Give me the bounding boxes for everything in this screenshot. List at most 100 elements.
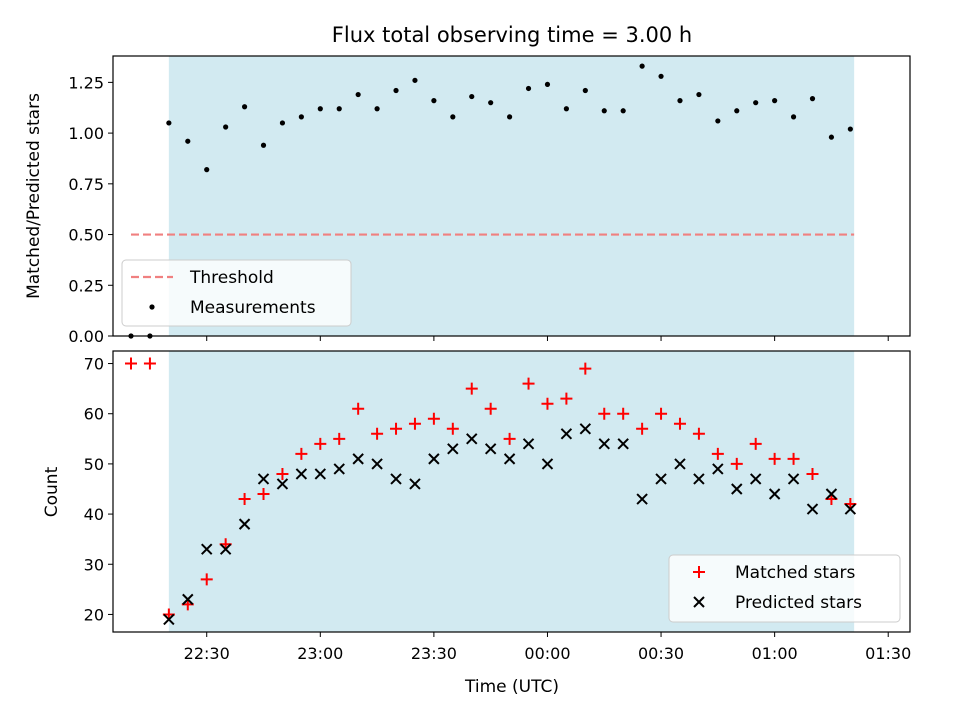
predicted-star-point: [693, 473, 705, 485]
matched-star-point: [446, 422, 459, 435]
top-y-tick-label: 1.25: [68, 73, 104, 92]
matched-star-point: [579, 362, 592, 375]
predicted-star-point: [390, 473, 402, 485]
bottom-y-tick-label: 20: [84, 605, 104, 624]
matched-star-point: [636, 422, 649, 435]
predicted-star-point: [333, 463, 345, 475]
legend-measurements-swatch: [149, 304, 155, 310]
bottom-x-tick-label: 22:30: [184, 644, 230, 663]
bottom-y-tick-label: 70: [84, 355, 104, 374]
matched-star-point: [276, 467, 289, 480]
predicted-star-point: [409, 478, 421, 490]
top-y-tick-label: 0.25: [68, 276, 104, 295]
top-legend: Threshold Measurements: [121, 259, 352, 327]
matched-star-point: [390, 422, 403, 435]
matched-star-point: [541, 397, 554, 410]
matched-star-point: [408, 417, 421, 430]
legend-predicted-swatch: [693, 596, 705, 608]
matched-star-point: [749, 437, 762, 450]
bottom-y-tick-label: 40: [84, 505, 104, 524]
measurement-point: [374, 106, 380, 112]
predicted-star-point: [466, 433, 478, 445]
bottom-x-tick-label: 01:30: [865, 644, 911, 663]
predicted-star-point: [617, 438, 629, 450]
matched-star-point: [673, 417, 686, 430]
top-x-ticks: [206, 336, 889, 341]
bottom-y-ticks: 20 30 40 50 60 70: [84, 355, 113, 624]
matched-star-point: [484, 402, 497, 415]
measurement-point: [790, 114, 797, 120]
measurement-point: [715, 118, 721, 124]
matched-star-point: [314, 437, 327, 450]
matched-star-point: [465, 382, 478, 395]
measurement-point: [298, 114, 304, 120]
bottom-x-tick-label: 00:30: [638, 644, 684, 663]
bottom-y-tick-label: 60: [84, 405, 104, 424]
predicted-star-point: [314, 468, 327, 480]
matched-star-point: [806, 467, 819, 480]
matched-star-point: [503, 432, 516, 445]
measurement-point: [696, 91, 702, 98]
predicted-star-point: [655, 473, 667, 485]
predicted-star-point: [238, 518, 251, 530]
measurement-point: [601, 108, 607, 114]
measurement-point: [544, 81, 551, 88]
bottom-x-ticks: 22:30 23:00 23:30 00:00 00:30 01:00 01:30: [184, 632, 911, 663]
matched-star-point: [371, 427, 384, 440]
matched-star-point: [333, 432, 346, 445]
predicted-star-point: [806, 503, 819, 515]
predicted-star-point: [731, 483, 743, 495]
top-axes-frame: [112, 55, 911, 337]
predicted-star-point: [503, 453, 516, 465]
measurement-point: [828, 134, 835, 140]
legend-matched-label: Matched stars: [735, 563, 855, 583]
predicted-star-point: [579, 423, 592, 435]
measurement-point: [166, 120, 172, 126]
top-y-tick-label: 1.00: [68, 124, 104, 143]
measurement-point: [450, 114, 456, 120]
measurement-point: [412, 77, 418, 83]
legend-matched-swatch: [693, 566, 705, 578]
predicted-star-point: [844, 503, 857, 515]
predicted-star-point: [447, 443, 459, 455]
measurement-point: [185, 138, 191, 144]
bottom-axes-frame: [112, 350, 911, 633]
matched-star-point: [125, 357, 137, 370]
legend-measurements-label: Measurements: [190, 298, 316, 318]
predicted-star-point: [352, 453, 364, 465]
matched-star-point: [200, 573, 213, 586]
matched-star-point: [655, 407, 668, 420]
measurement-point: [658, 73, 664, 79]
predicted-star-point: [541, 458, 554, 470]
predicted-star-point: [219, 543, 232, 555]
x-axis-label: Time (UTC): [464, 677, 559, 697]
top-y-tick-label: 0.00: [68, 327, 104, 346]
measurement-point: [582, 87, 588, 94]
matched-star-point: [257, 488, 270, 501]
matched-stars-points: [125, 357, 857, 621]
predicted-star-point: [201, 543, 213, 555]
legend-predicted-label: Predicted stars: [735, 593, 862, 613]
measurement-point: [241, 104, 248, 110]
measurement-point: [393, 87, 399, 94]
matched-star-point: [730, 457, 743, 470]
matched-star-point: [560, 392, 573, 405]
bottom-x-tick-label: 01:00: [752, 644, 798, 663]
measurement-point: [223, 124, 229, 130]
top-y-ticks: 0.00 0.25 0.50 0.75 1.00 1.25: [68, 73, 113, 346]
measurement-point: [431, 98, 437, 104]
predicted-star-point: [560, 428, 573, 440]
predicted-star-point: [371, 458, 383, 470]
predicted-star-point: [522, 438, 535, 450]
top-y-tick-label: 0.75: [68, 175, 104, 194]
top-panel: 0.00 0.25 0.50 0.75 1.00 1.25 Matched/Predict…: [24, 55, 911, 346]
measurement-point: [753, 100, 759, 106]
measurement-point: [469, 93, 475, 100]
measurement-point: [336, 106, 342, 112]
predicted-star-point: [825, 488, 838, 500]
bottom-legend: Matched stars Predicted stars: [668, 554, 901, 623]
predicted-star-point: [598, 438, 610, 450]
predicted-stars-points: [163, 423, 857, 626]
measurement-point: [507, 114, 513, 120]
bottom-y-tick-label: 30: [84, 555, 104, 574]
